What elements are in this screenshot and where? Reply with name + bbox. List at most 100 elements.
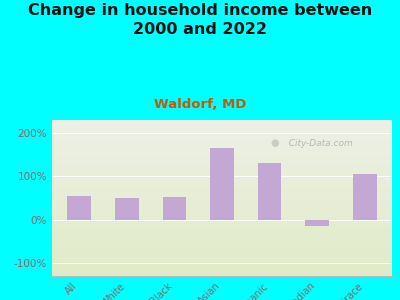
Bar <box>52 229 392 231</box>
Bar <box>52 228 392 229</box>
Bar <box>52 145 392 146</box>
Bar <box>52 206 392 207</box>
Bar <box>52 212 392 214</box>
Bar <box>52 158 392 159</box>
Bar <box>52 148 392 150</box>
Bar <box>52 251 392 253</box>
Bar <box>52 268 392 270</box>
Bar <box>52 245 392 246</box>
Bar <box>52 193 392 195</box>
Bar <box>52 179 392 181</box>
Bar <box>52 218 392 220</box>
Bar <box>52 162 392 164</box>
Bar <box>52 182 392 184</box>
Bar <box>52 134 392 136</box>
Bar <box>52 122 392 123</box>
Bar <box>52 253 392 254</box>
Bar <box>52 160 392 162</box>
Bar <box>162 197 186 220</box>
Bar <box>52 221 392 223</box>
Bar <box>52 175 392 176</box>
Bar <box>52 125 392 126</box>
Bar <box>52 190 392 192</box>
Bar <box>52 184 392 185</box>
Bar <box>52 223 392 224</box>
Bar <box>52 215 392 217</box>
Bar <box>52 139 392 140</box>
Bar <box>52 248 392 250</box>
Bar <box>52 198 392 200</box>
Bar <box>52 256 392 257</box>
Bar <box>52 209 392 211</box>
Bar <box>52 254 392 256</box>
Bar <box>52 159 392 160</box>
Bar <box>52 156 392 158</box>
Bar <box>52 176 392 178</box>
Bar <box>52 164 392 165</box>
Bar <box>52 167 392 168</box>
Bar <box>52 204 392 206</box>
Bar <box>52 263 392 265</box>
Bar <box>305 220 329 226</box>
Bar <box>52 137 392 139</box>
Bar <box>52 153 392 154</box>
Bar <box>52 236 392 237</box>
Text: City-Data.com: City-Data.com <box>283 139 353 148</box>
Bar <box>52 259 392 260</box>
Bar <box>52 211 392 212</box>
Bar <box>52 151 392 153</box>
Bar <box>52 196 392 198</box>
Bar <box>52 203 392 204</box>
Bar <box>52 242 392 243</box>
Bar <box>258 163 282 220</box>
Bar <box>52 195 392 196</box>
Bar <box>52 172 392 173</box>
Bar <box>52 173 392 175</box>
Bar <box>52 232 392 234</box>
Bar <box>52 267 392 268</box>
Text: ●: ● <box>270 138 279 148</box>
Bar <box>115 198 139 220</box>
Bar <box>210 148 234 220</box>
Bar <box>52 143 392 145</box>
Bar <box>52 140 392 142</box>
Bar <box>68 196 91 220</box>
Bar <box>52 150 392 151</box>
Bar <box>52 154 392 156</box>
Bar <box>52 185 392 187</box>
Bar <box>52 220 392 221</box>
Bar <box>52 231 392 232</box>
Bar <box>52 136 392 137</box>
Bar <box>52 217 392 218</box>
Bar <box>52 240 392 242</box>
Bar <box>52 131 392 133</box>
Bar <box>52 273 392 274</box>
Bar <box>52 142 392 143</box>
Bar <box>52 265 392 267</box>
Bar <box>52 260 392 262</box>
Bar <box>52 238 392 240</box>
Bar <box>52 243 392 245</box>
Bar <box>52 133 392 134</box>
Text: Waldorf, MD: Waldorf, MD <box>154 98 246 110</box>
Bar <box>52 200 392 201</box>
Bar <box>52 129 392 131</box>
Bar <box>52 234 392 236</box>
Bar <box>52 207 392 209</box>
Bar <box>52 189 392 190</box>
Bar <box>52 274 392 276</box>
Bar <box>52 178 392 179</box>
Bar <box>52 168 392 170</box>
Bar <box>52 271 392 273</box>
Bar <box>52 128 392 129</box>
Bar <box>52 170 392 172</box>
Bar <box>52 246 392 248</box>
Bar <box>52 146 392 148</box>
Bar <box>52 126 392 128</box>
Bar <box>52 181 392 182</box>
Bar <box>52 257 392 259</box>
Bar <box>52 250 392 251</box>
Bar <box>52 226 392 228</box>
Text: Change in household income between
2000 and 2022: Change in household income between 2000 … <box>28 3 372 37</box>
Bar <box>52 237 392 238</box>
